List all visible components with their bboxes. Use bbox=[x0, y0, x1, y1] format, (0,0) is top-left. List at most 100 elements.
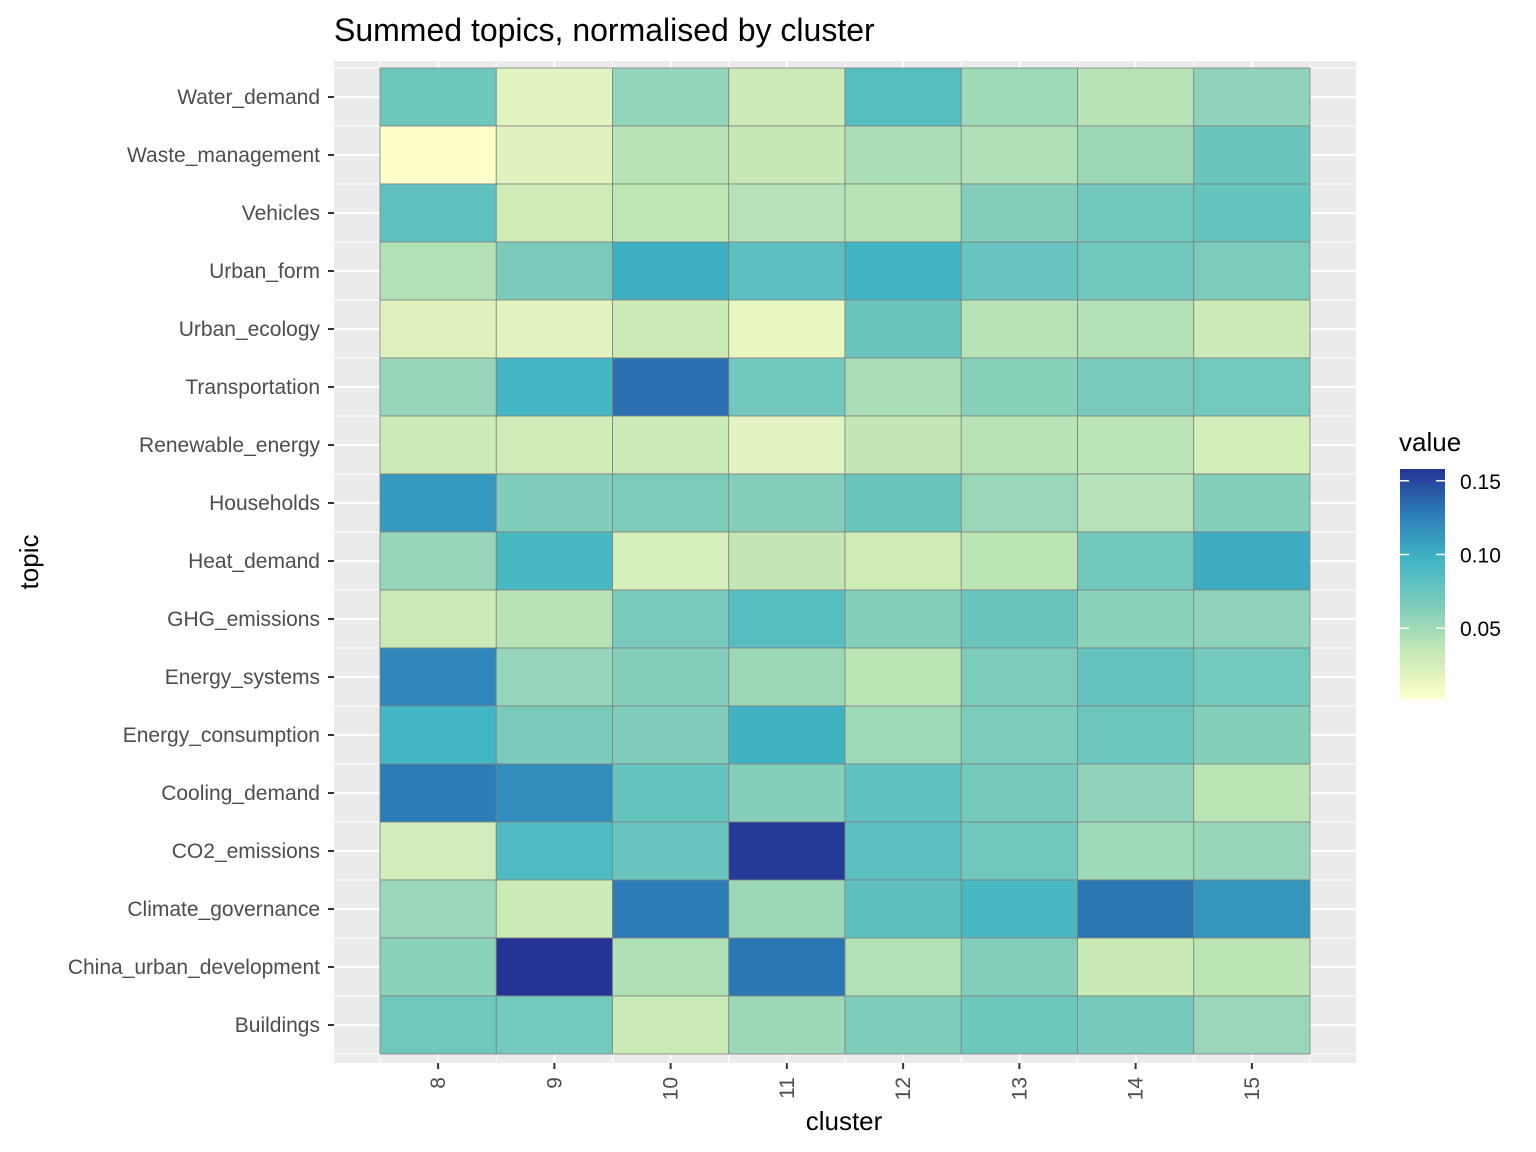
y-axis-title: topic bbox=[14, 535, 44, 590]
heatmap-cell bbox=[844, 937, 962, 997]
heatmap-cell bbox=[612, 995, 730, 1055]
heatmap-cell bbox=[1193, 937, 1311, 997]
heatmap-cell bbox=[1077, 821, 1195, 881]
heatmap-cell bbox=[1193, 821, 1311, 881]
heatmap-cell bbox=[1193, 995, 1311, 1055]
x-tick-label: 8 bbox=[427, 1077, 450, 1089]
heatmap-cell bbox=[379, 241, 497, 301]
heatmap-cell bbox=[844, 183, 962, 243]
heatmap-cell bbox=[960, 821, 1078, 881]
heatmap-cell bbox=[1077, 879, 1195, 939]
heatmap-cell bbox=[379, 473, 497, 533]
heatmap-cell bbox=[1077, 415, 1195, 475]
x-axis: 8 9 10 11 12 13 14 15 bbox=[427, 1063, 1264, 1100]
heatmap-cell bbox=[612, 67, 730, 127]
heatmap-cell bbox=[612, 647, 730, 707]
y-tick-label: Heat_demand bbox=[188, 550, 320, 573]
heatmap-cell bbox=[379, 125, 497, 185]
heatmap-cell bbox=[1077, 241, 1195, 301]
heatmap-cell bbox=[495, 879, 613, 939]
heatmap-cell bbox=[495, 763, 613, 823]
legend-title: value bbox=[1399, 427, 1461, 457]
heatmap-cell bbox=[1077, 357, 1195, 417]
heatmap-cell bbox=[728, 937, 846, 997]
heatmap-cell bbox=[495, 705, 613, 765]
heatmap-cell bbox=[379, 183, 497, 243]
heatmap-cell bbox=[844, 67, 962, 127]
heatmap-cell bbox=[960, 67, 1078, 127]
y-tick-label: Households bbox=[209, 492, 320, 515]
color-legend: value 0.05 0.10 0.15 bbox=[1399, 427, 1501, 699]
heatmap-cell bbox=[1077, 763, 1195, 823]
heatmap-cell bbox=[1077, 67, 1195, 127]
heatmap-cell bbox=[495, 125, 613, 185]
heatmap-cell bbox=[612, 473, 730, 533]
heatmap-cell bbox=[379, 995, 497, 1055]
heatmap-cell bbox=[1193, 473, 1311, 533]
heatmap-cell bbox=[728, 125, 846, 185]
heatmap-cell bbox=[960, 531, 1078, 591]
x-tick-label: 10 bbox=[660, 1077, 683, 1100]
heatmap-cell bbox=[1077, 473, 1195, 533]
heatmap-cell bbox=[379, 647, 497, 707]
heatmap-cell bbox=[1193, 241, 1311, 301]
heatmap-cell bbox=[379, 879, 497, 939]
heatmap-cell bbox=[379, 531, 497, 591]
y-tick-label: China_urban_development bbox=[68, 956, 320, 979]
heatmap-cell bbox=[728, 589, 846, 649]
heatmap-cell bbox=[960, 125, 1078, 185]
heatmap-cell bbox=[379, 357, 497, 417]
heatmap-cell bbox=[1193, 647, 1311, 707]
heatmap-cell bbox=[495, 299, 613, 359]
heatmap-cell bbox=[612, 357, 730, 417]
y-tick-label: GHG_emissions bbox=[167, 608, 320, 631]
y-tick-label: Urban_form bbox=[209, 260, 320, 283]
heatmap-cell bbox=[1193, 183, 1311, 243]
heatmap-cell bbox=[728, 821, 846, 881]
heatmap-cell bbox=[728, 647, 846, 707]
heatmap-cell bbox=[844, 125, 962, 185]
heatmap-cell bbox=[612, 125, 730, 185]
y-tick-label: Buildings bbox=[235, 1014, 320, 1037]
heatmap-cell bbox=[379, 415, 497, 475]
heatmap-cell bbox=[844, 589, 962, 649]
heatmap-cell bbox=[728, 241, 846, 301]
heatmap-cell bbox=[495, 67, 613, 127]
heatmap-cell bbox=[1077, 705, 1195, 765]
heatmap-cell bbox=[1193, 763, 1311, 823]
chart-title: Summed topics, normalised by cluster bbox=[334, 12, 875, 48]
y-tick-label: CO2_emissions bbox=[172, 840, 320, 863]
heatmap-cell bbox=[728, 415, 846, 475]
y-tick-label: Energy_consumption bbox=[123, 724, 320, 747]
legend-tick-label: 0.10 bbox=[1460, 545, 1501, 568]
heatmap-cell bbox=[728, 473, 846, 533]
heatmap-cell bbox=[844, 879, 962, 939]
heatmap-cell bbox=[495, 415, 613, 475]
y-tick-label: Urban_ecology bbox=[179, 318, 321, 341]
heatmap-cell bbox=[960, 415, 1078, 475]
heatmap-cell bbox=[728, 879, 846, 939]
heatmap-cell bbox=[728, 357, 846, 417]
x-tick-label: 15 bbox=[1241, 1077, 1264, 1100]
legend-colorbar bbox=[1400, 469, 1445, 699]
heatmap-cell bbox=[612, 705, 730, 765]
heatmap-cell bbox=[960, 473, 1078, 533]
heatmap-cell bbox=[1077, 299, 1195, 359]
heatmap-cell bbox=[1077, 125, 1195, 185]
heatmap-cell bbox=[1077, 647, 1195, 707]
heatmap-cell bbox=[495, 531, 613, 591]
heatmap-cell bbox=[379, 705, 497, 765]
heatmap-cell bbox=[1077, 937, 1195, 997]
heatmap-cell bbox=[1193, 415, 1311, 475]
heatmap-cell bbox=[960, 937, 1078, 997]
heatmap-cell bbox=[379, 821, 497, 881]
heatmap-cell bbox=[844, 763, 962, 823]
heatmap-cell bbox=[844, 821, 962, 881]
heatmap-cell bbox=[728, 531, 846, 591]
heatmap-cell bbox=[960, 589, 1078, 649]
y-tick-label: Transportation bbox=[185, 376, 320, 399]
heatmap-cell bbox=[844, 241, 962, 301]
y-tick-label: Climate_governance bbox=[127, 898, 320, 921]
heatmap-cell bbox=[495, 473, 613, 533]
y-tick-label: Water_demand bbox=[177, 86, 320, 109]
